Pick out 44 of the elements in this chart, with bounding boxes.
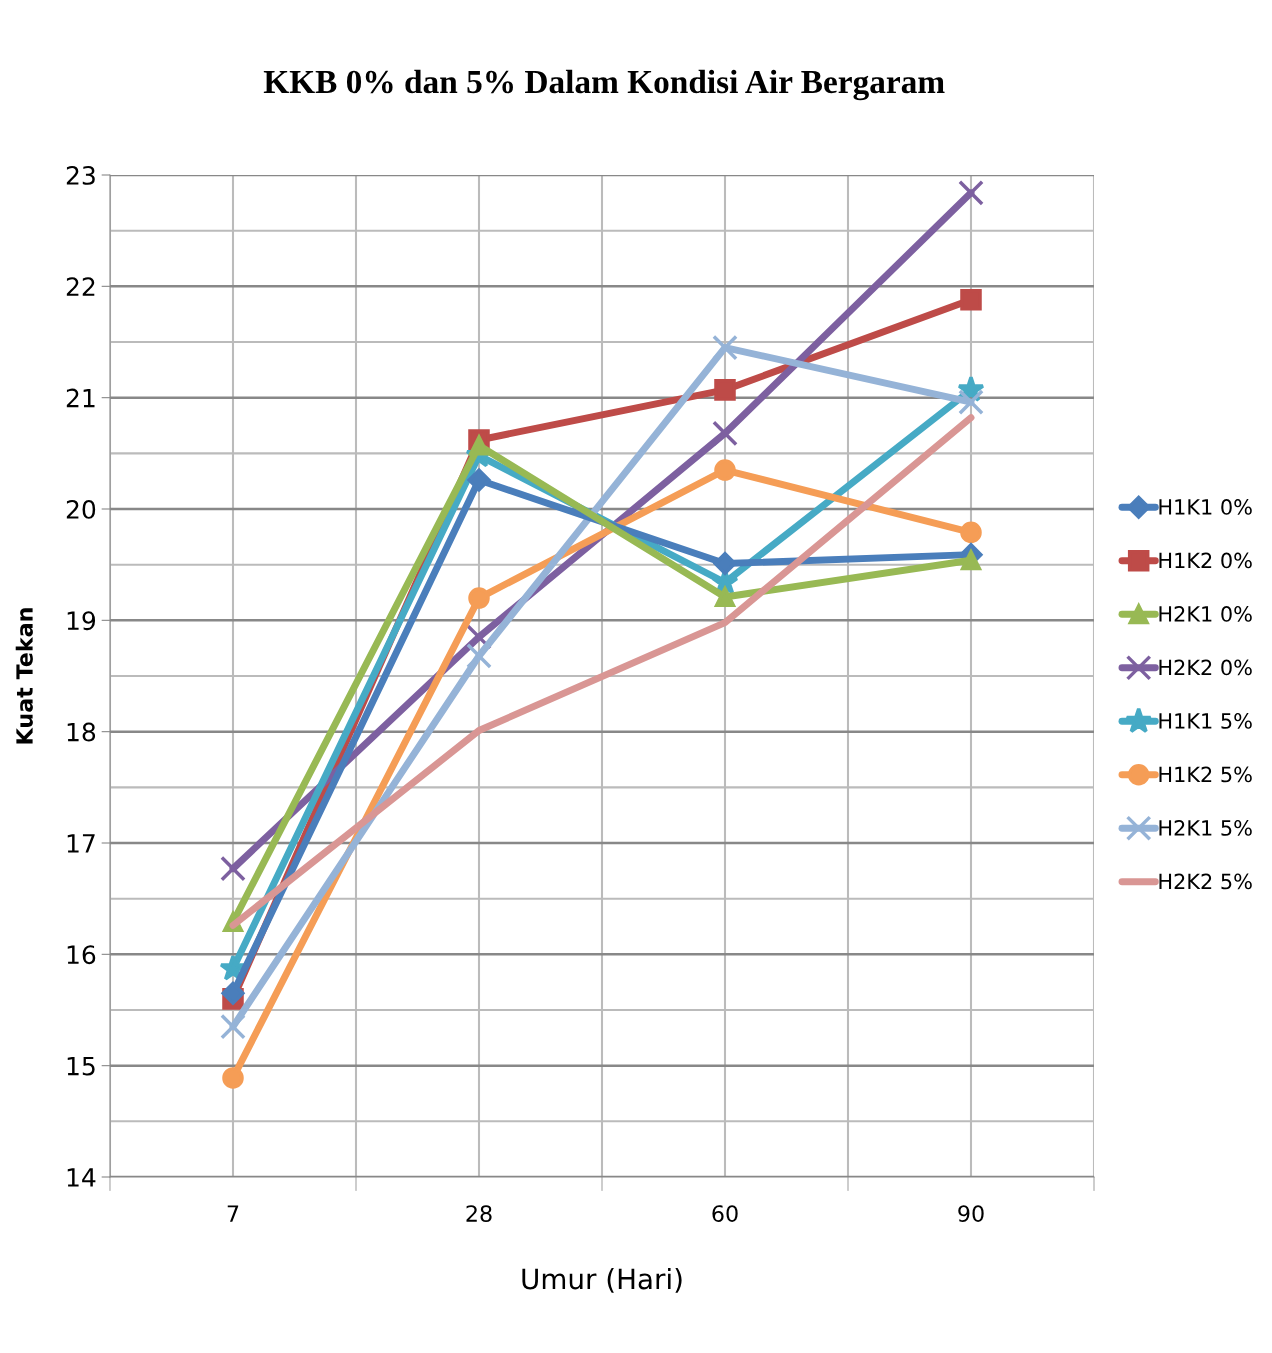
point xyxy=(714,459,736,481)
point xyxy=(960,550,982,571)
point xyxy=(712,334,738,361)
point xyxy=(220,855,246,882)
y-tick-label: 19 xyxy=(67,611,96,631)
legend-label: H2K1 0% xyxy=(1159,606,1252,622)
x-tick-label: 7 xyxy=(227,1205,239,1222)
x-axis-title: Umur (Hari) xyxy=(522,1267,682,1293)
legend-label: H1K1 0% xyxy=(1159,499,1252,515)
legend-label: H2K1 5% xyxy=(1159,820,1252,836)
point xyxy=(714,586,736,608)
point xyxy=(221,981,245,1005)
legend-label: H2K2 0% xyxy=(1159,659,1252,676)
point xyxy=(467,468,491,492)
y-tick-label: 18 xyxy=(67,722,96,742)
y-tick-label: 22 xyxy=(66,277,95,296)
y-axis-title: Kuat Tekan xyxy=(15,608,33,744)
y-tick-label: 15 xyxy=(67,1056,95,1076)
x-tick-label: 90 xyxy=(958,1205,984,1222)
legend-label: H1K2 5% xyxy=(1159,766,1252,783)
y-tick-label: 21 xyxy=(66,388,95,408)
legend-label: H1K2 0% xyxy=(1159,552,1252,569)
point xyxy=(468,435,490,456)
point xyxy=(714,379,736,401)
y-tick-label: 20 xyxy=(66,499,96,519)
legend-label: H2K2 5% xyxy=(1159,873,1252,890)
legend-label: H1K1 5% xyxy=(1159,713,1252,729)
y-tick-label: 23 xyxy=(66,165,95,185)
point xyxy=(468,587,490,609)
point xyxy=(713,551,737,576)
x-tick-label: 28 xyxy=(466,1205,492,1222)
point xyxy=(222,1067,244,1089)
x-tick-label: 60 xyxy=(712,1205,738,1222)
point xyxy=(960,288,982,311)
y-tick-label: 16 xyxy=(67,945,96,965)
y-tick-label: 17 xyxy=(67,834,95,853)
point xyxy=(958,179,984,206)
point xyxy=(220,1013,246,1040)
point xyxy=(958,389,984,415)
point xyxy=(960,521,982,544)
chart-title: KKB 0% dan 5% Dalam Kondisi Air Bergaram xyxy=(263,69,945,101)
y-tick-label: 14 xyxy=(67,1168,96,1187)
point xyxy=(712,420,738,447)
point xyxy=(466,643,492,669)
